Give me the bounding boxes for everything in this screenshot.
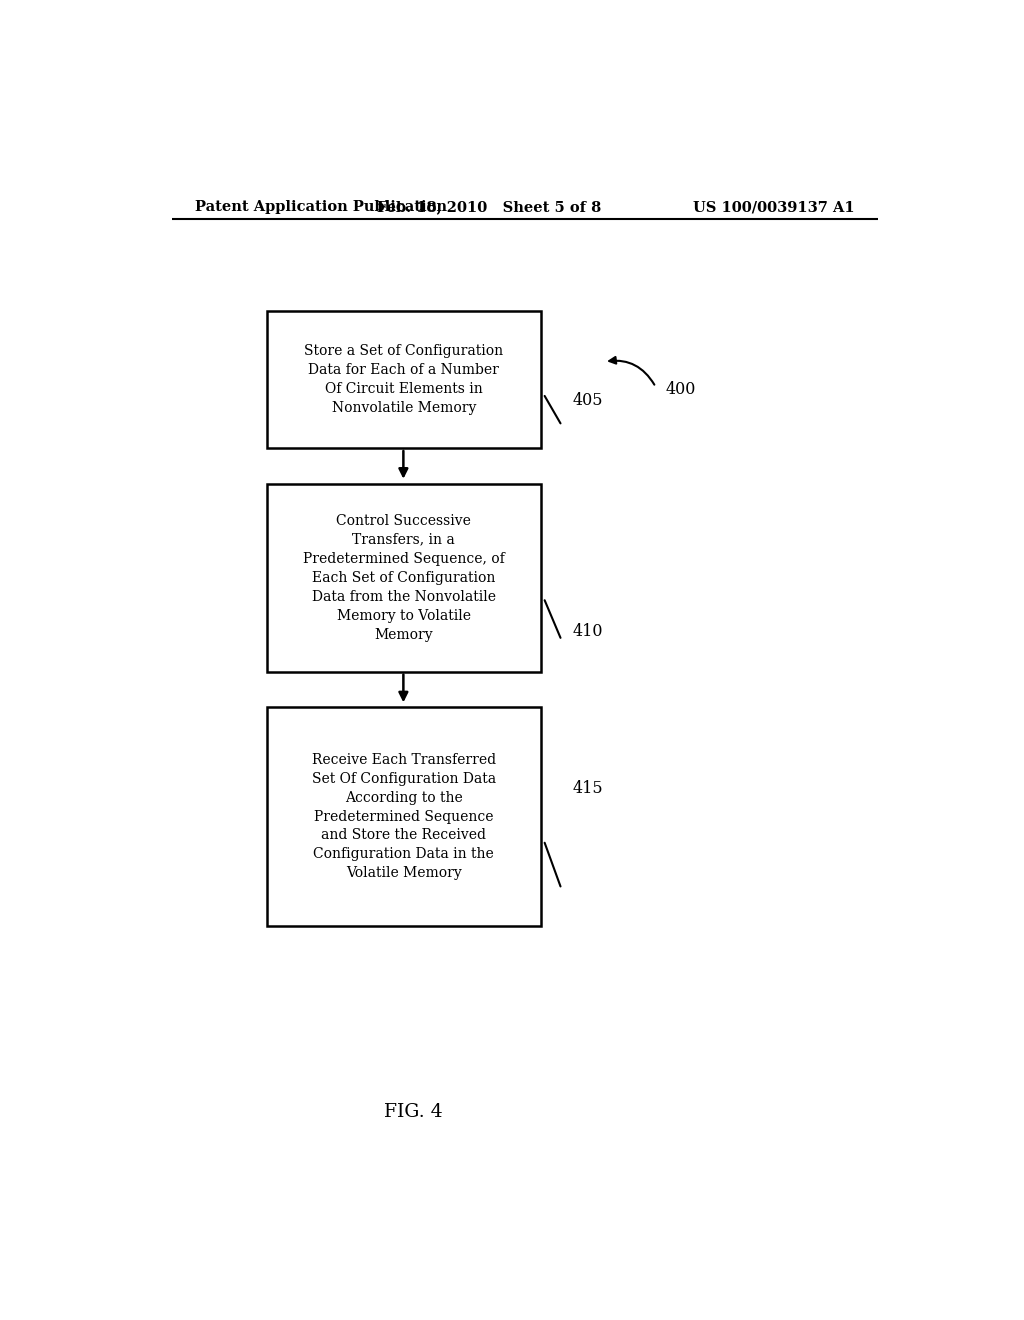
- Text: 400: 400: [666, 380, 696, 397]
- Text: US 100/0039137 A1: US 100/0039137 A1: [692, 201, 854, 214]
- Text: Store a Set of Configuration
Data for Each of a Number
Of Circuit Elements in
No: Store a Set of Configuration Data for Ea…: [304, 345, 504, 414]
- Bar: [267, 483, 541, 672]
- Text: Control Successive
Transfers, in a
Predetermined Sequence, of
Each Set of Config: Control Successive Transfers, in a Prede…: [303, 513, 505, 642]
- Text: Feb. 18, 2010   Sheet 5 of 8: Feb. 18, 2010 Sheet 5 of 8: [377, 201, 601, 214]
- Text: Receive Each Transferred
Set Of Configuration Data
According to the
Predetermine: Receive Each Transferred Set Of Configur…: [311, 752, 496, 880]
- Bar: [267, 708, 541, 925]
- Text: FIG. 4: FIG. 4: [384, 1102, 443, 1121]
- Text: Patent Application Publication: Patent Application Publication: [196, 201, 447, 214]
- Text: 410: 410: [572, 623, 603, 639]
- Bar: [267, 312, 541, 447]
- Text: 405: 405: [572, 392, 603, 409]
- Text: 415: 415: [572, 780, 603, 797]
